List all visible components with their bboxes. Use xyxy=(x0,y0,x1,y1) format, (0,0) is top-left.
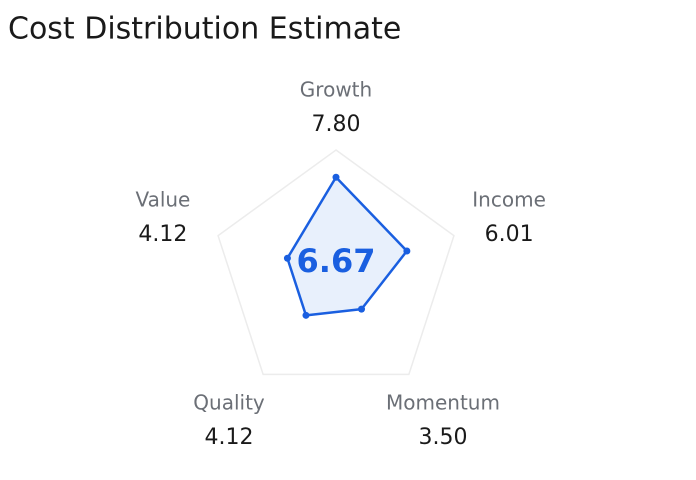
axis-label: Value xyxy=(135,187,190,211)
value-point xyxy=(403,247,411,255)
value-point xyxy=(358,305,366,313)
center-value: 6.67 xyxy=(297,242,376,280)
axis-label: Growth xyxy=(300,78,372,102)
chart-title: Cost Distribution Estimate xyxy=(8,12,401,47)
value-label: 3.50 xyxy=(418,425,467,450)
value-label: 4.12 xyxy=(138,222,187,247)
value-label: 7.80 xyxy=(312,112,361,137)
value-point xyxy=(332,173,340,181)
axis-label: Quality xyxy=(193,391,265,415)
value-label: 6.01 xyxy=(485,222,534,247)
grid-outline xyxy=(217,149,455,376)
value-area xyxy=(286,176,409,317)
axis-label: Income xyxy=(472,187,546,211)
value-label: 4.12 xyxy=(205,425,254,450)
value-point xyxy=(283,254,291,262)
value-point xyxy=(302,311,310,319)
axis-label: Momentum xyxy=(386,391,500,415)
